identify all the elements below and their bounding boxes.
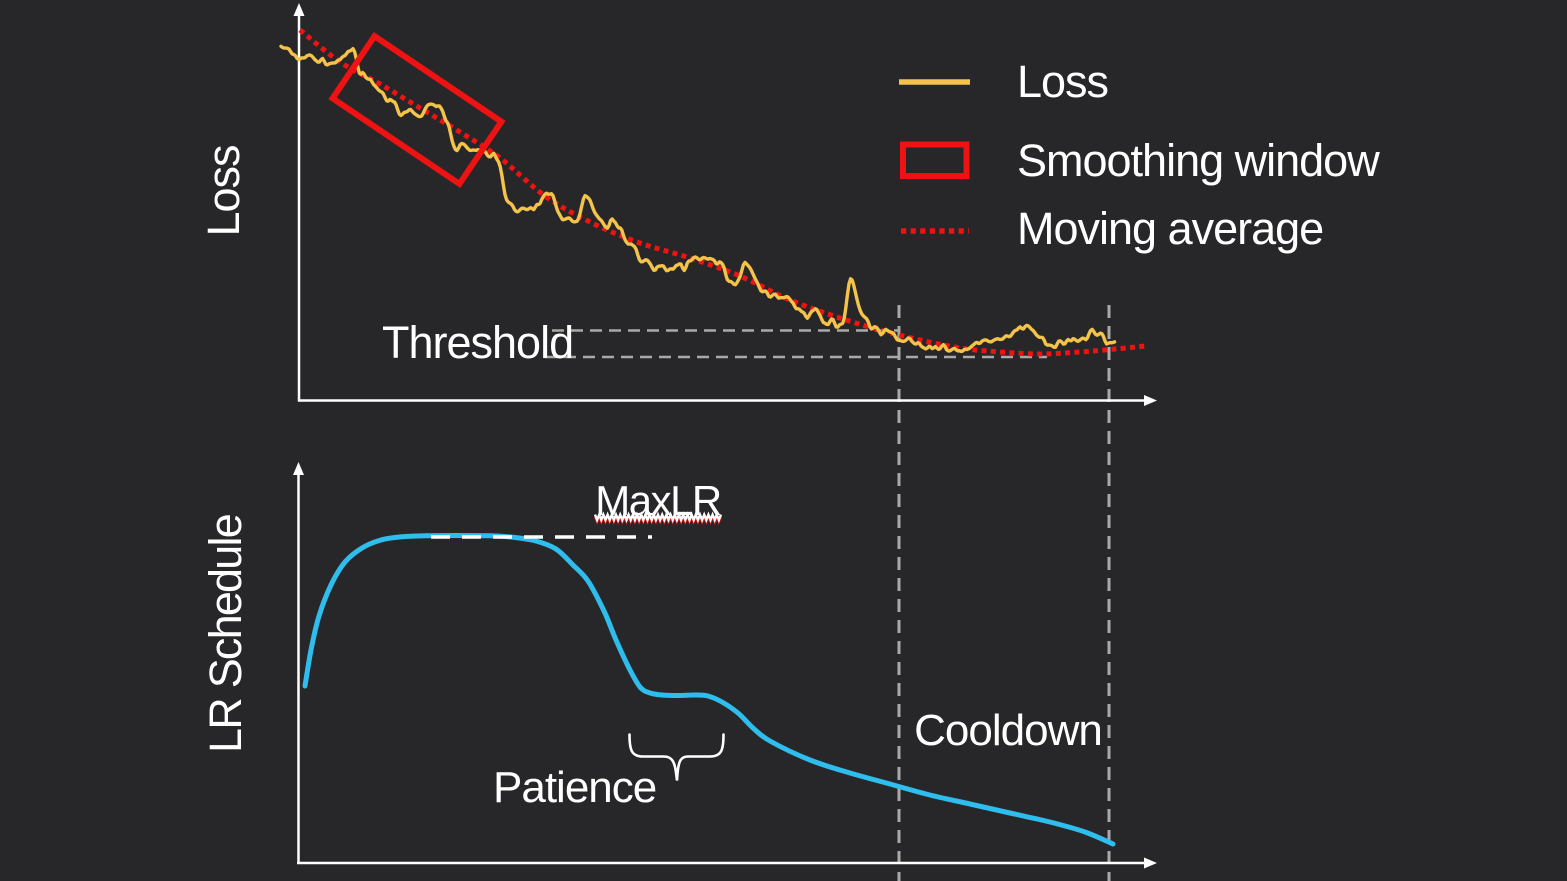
svg-text:Threshold: Threshold [382,317,573,368]
svg-text:Smoothing window: Smoothing window [1017,135,1380,186]
svg-text:Patience: Patience [493,763,656,812]
svg-text:Moving average: Moving average [1017,203,1323,254]
svg-text:Cooldown: Cooldown [914,706,1102,755]
svg-text:Loss: Loss [198,145,249,236]
svg-text:Loss: Loss [1017,56,1108,107]
svg-text:LR Schedule: LR Schedule [200,514,251,753]
